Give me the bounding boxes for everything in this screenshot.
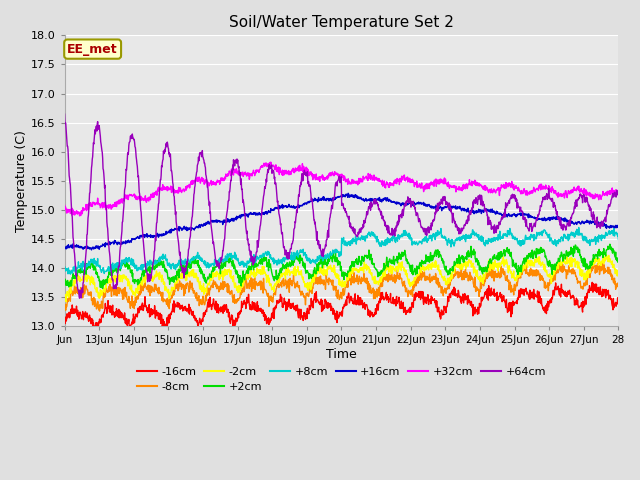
X-axis label: Time: Time [326, 348, 357, 361]
Text: EE_met: EE_met [67, 43, 118, 56]
Legend: -16cm, -8cm, -2cm, +2cm, +8cm, +16cm, +32cm, +64cm: -16cm, -8cm, -2cm, +2cm, +8cm, +16cm, +3… [132, 362, 550, 396]
Title: Soil/Water Temperature Set 2: Soil/Water Temperature Set 2 [229, 15, 454, 30]
Y-axis label: Temperature (C): Temperature (C) [15, 130, 28, 232]
